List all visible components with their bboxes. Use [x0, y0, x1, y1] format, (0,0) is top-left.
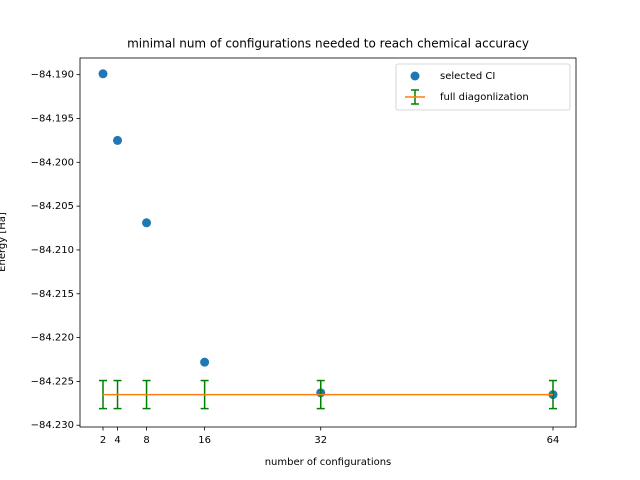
- y-tick-label: −84.225: [31, 376, 74, 387]
- x-tick-label: 32: [314, 435, 327, 446]
- x-tick-label: 8: [143, 435, 149, 446]
- y-tick-label: −84.195: [31, 113, 74, 124]
- legend-label: full diagonlization: [440, 92, 529, 103]
- y-tick-label: −84.210: [31, 245, 74, 256]
- legend-label: selected CI: [440, 71, 495, 82]
- y-tick-label: −84.205: [31, 201, 74, 212]
- y-tick-label: −84.190: [31, 70, 74, 81]
- y-axis-label: Energy [Ha]: [0, 212, 8, 272]
- point: [142, 218, 152, 228]
- y-tick-label: −84.200: [31, 157, 74, 168]
- point: [98, 69, 108, 79]
- y-tick-label: −84.230: [31, 420, 74, 431]
- legend-box: [395, 63, 571, 111]
- x-tick-label: 4: [114, 435, 120, 446]
- chart-title: minimal num of configurations needed to …: [127, 37, 529, 51]
- y-tick-label: −84.215: [31, 289, 74, 300]
- x-tick-label: 2: [100, 435, 106, 446]
- plot-frame: [79, 57, 577, 428]
- point: [200, 357, 210, 367]
- x-tick-label: 16: [198, 435, 211, 446]
- x-axis-label: number of configurations: [265, 457, 392, 468]
- point: [113, 135, 123, 145]
- x-tick-label: 64: [547, 435, 560, 446]
- y-tick-label: −84.220: [31, 333, 74, 344]
- legend-marker: [410, 71, 420, 81]
